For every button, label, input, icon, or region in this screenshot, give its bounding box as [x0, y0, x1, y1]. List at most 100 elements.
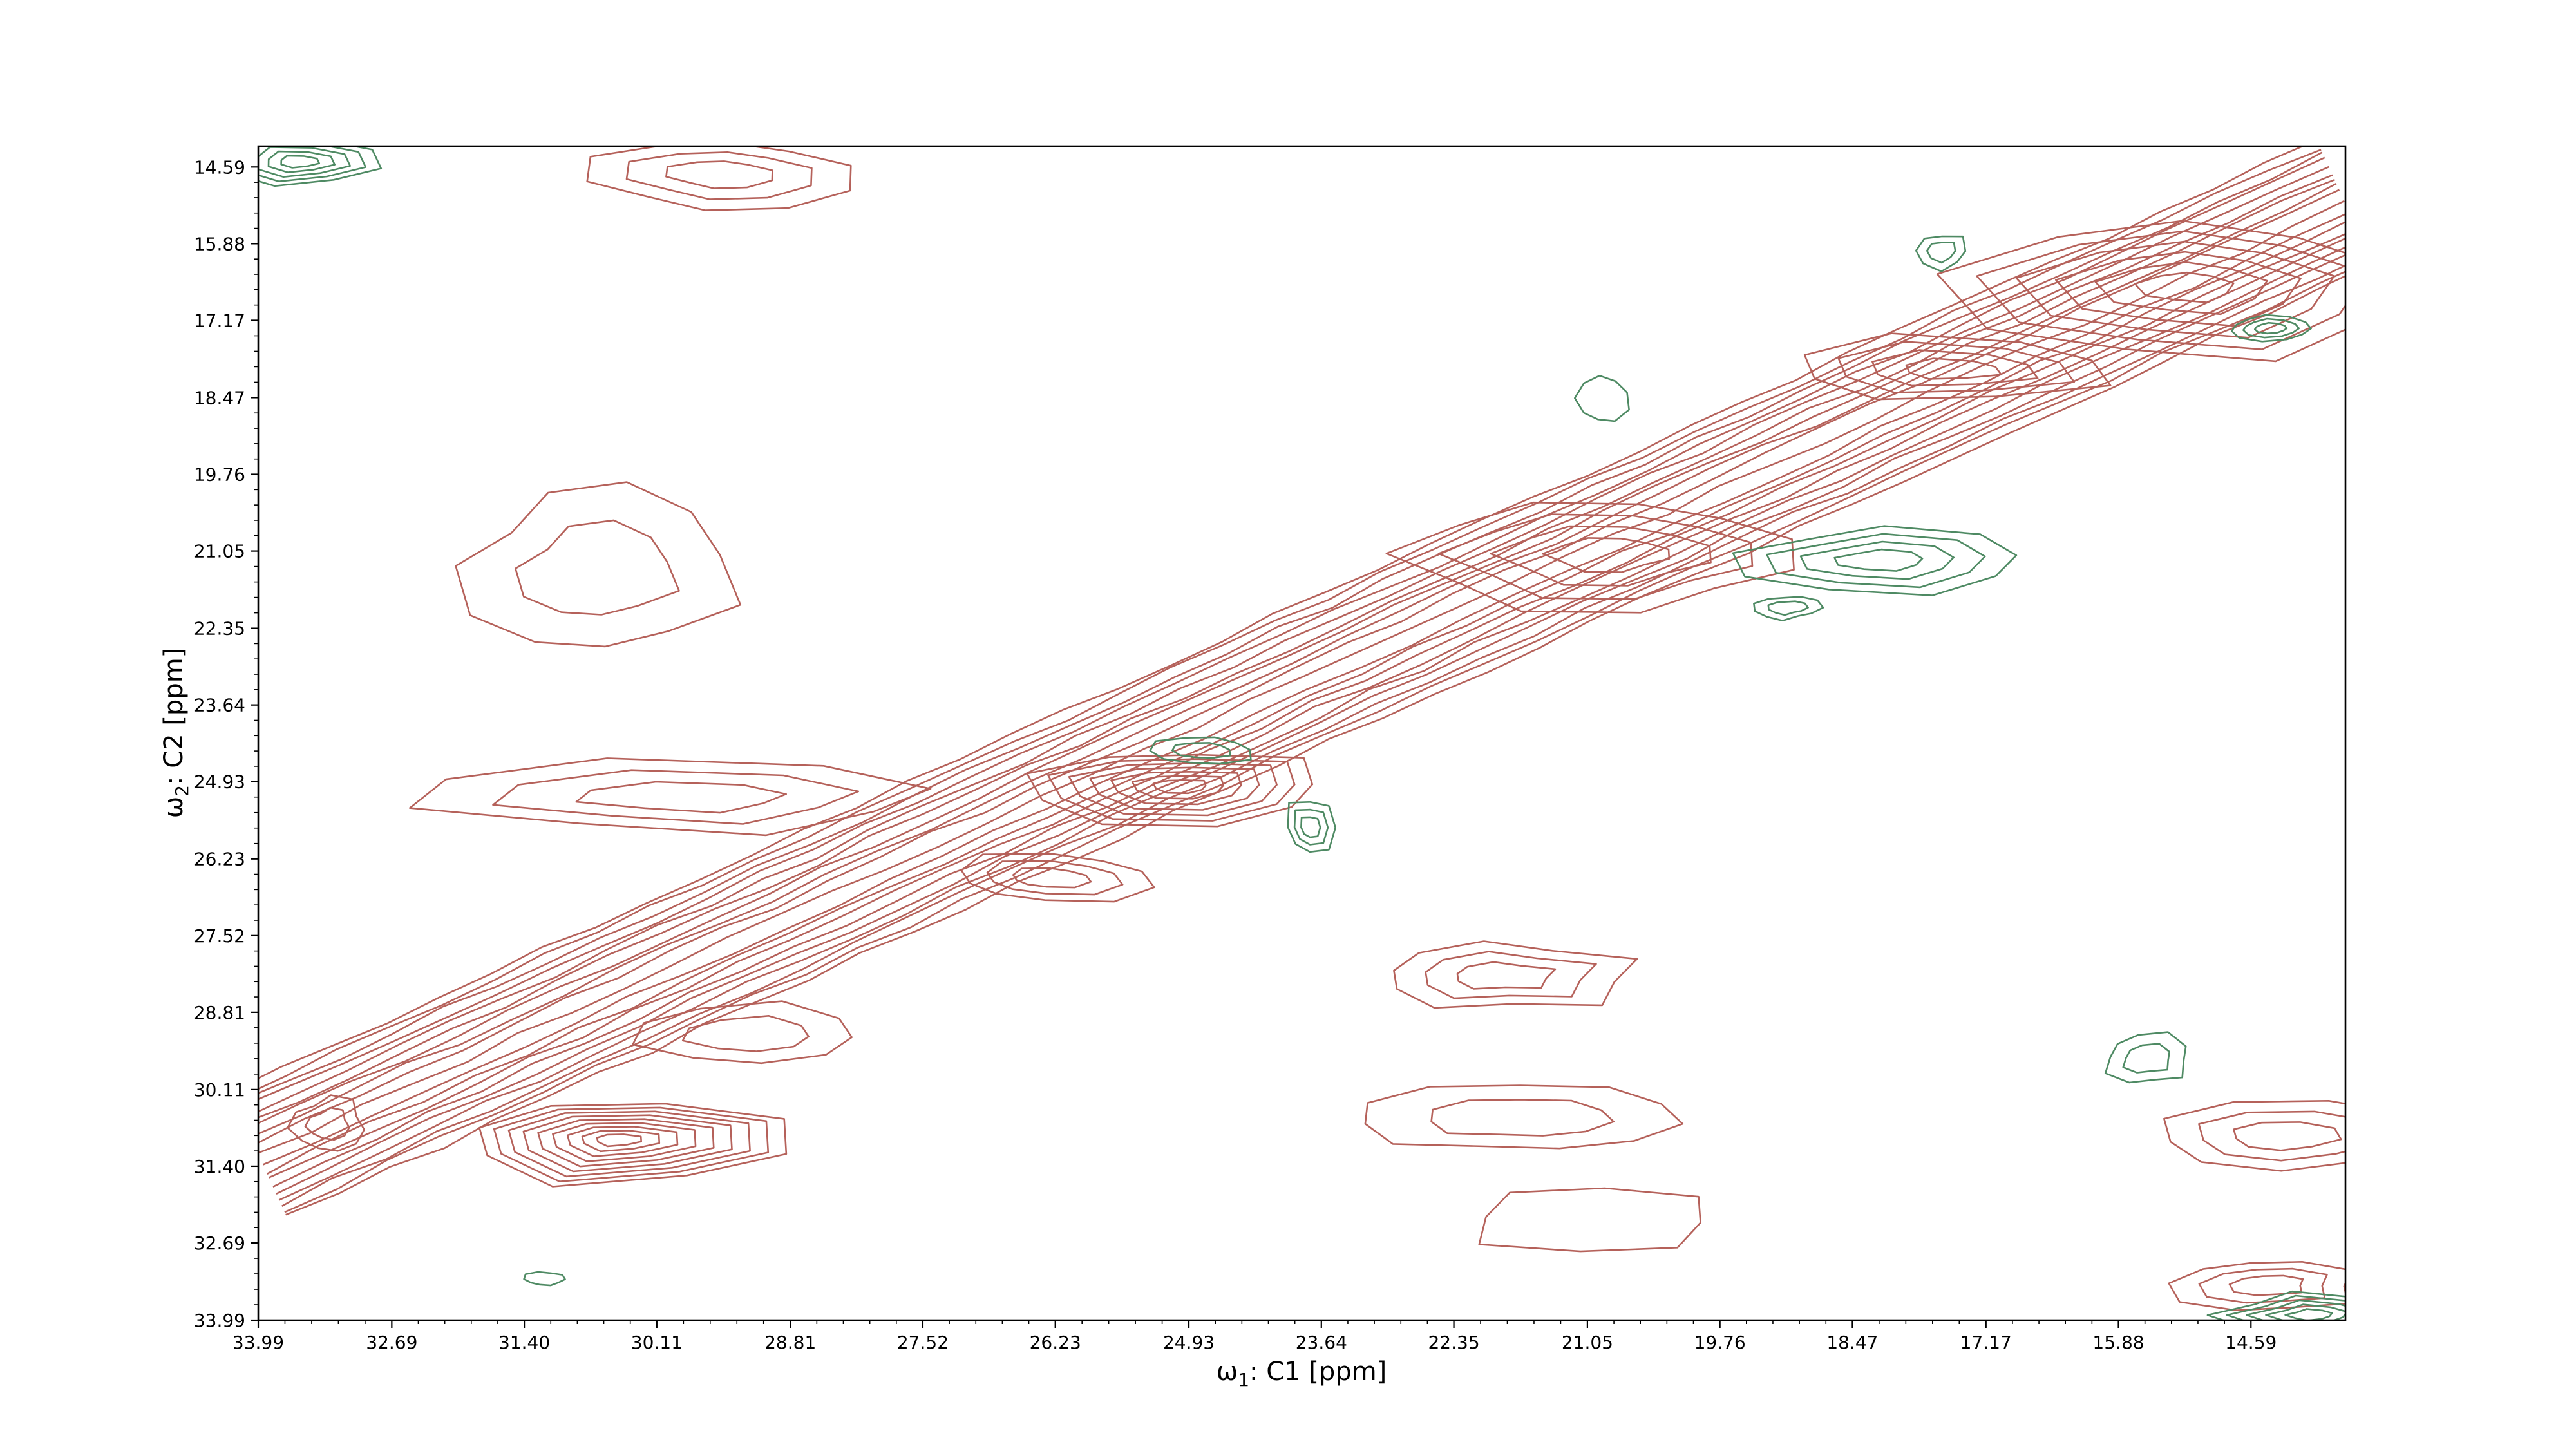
- diagonal-contour-line: [258, 189, 2340, 1144]
- negative-peak-contour: [258, 146, 383, 187]
- positive-peak-contour: [586, 146, 852, 211]
- negative-peak-contour: [1915, 235, 1967, 272]
- positive-peak-contour: [1068, 762, 1278, 817]
- positive-peak-contour: [665, 160, 773, 189]
- positive-peak-contour: [1803, 332, 2112, 401]
- positive-peak-contour: [1152, 779, 1207, 795]
- x-tick-label: 31.40: [498, 1332, 550, 1353]
- y-tick-label: 18.47: [194, 387, 245, 408]
- diagonal-contour-line: [276, 246, 2345, 1195]
- positive-peak-contour: [2233, 1121, 2342, 1151]
- positive-peak-contour: [625, 151, 813, 200]
- y-tick-label: 24.93: [194, 772, 245, 793]
- diagonal-contour-line: [258, 146, 2305, 1079]
- x-tick-label: 15.88: [2092, 1332, 2144, 1353]
- y-tick-label: 30.11: [194, 1079, 245, 1101]
- negative-peak-contour: [258, 146, 367, 182]
- negative-peak-contour: [1287, 801, 1336, 853]
- negative-peak-contour: [2122, 1043, 2170, 1074]
- x-tick-label: 27.52: [897, 1332, 949, 1353]
- positive-peak-contour: [1905, 357, 2002, 380]
- positive-peak-contour: [575, 781, 787, 814]
- negative-peak-contour: [2246, 1299, 2345, 1320]
- contour-layer: [258, 146, 2345, 1320]
- y-tick-label: 21.05: [194, 541, 245, 562]
- y-tick-label: 23.64: [194, 695, 245, 716]
- positive-peak-contour: [1385, 501, 1795, 614]
- x-tick-label: 18.47: [1826, 1332, 1878, 1353]
- negative-peak-contour: [1799, 540, 1955, 580]
- negative-peak-contour: [523, 1271, 566, 1287]
- positive-peak-contour: [2134, 271, 2235, 303]
- negative-peak-contour: [1753, 596, 1824, 621]
- negative-peak-contour: [258, 146, 351, 178]
- diagonal-contour-line: [258, 174, 2333, 1119]
- positive-peak-contour: [552, 1122, 697, 1162]
- positive-peak-contour: [1131, 775, 1225, 800]
- negative-peak-contour: [1149, 736, 1252, 765]
- x-tick-label: 33.99: [232, 1332, 284, 1353]
- y-tick-label: 15.88: [194, 233, 245, 254]
- positive-peak-contour: [304, 1106, 350, 1141]
- y-tick-label: 22.35: [194, 618, 245, 639]
- positive-peak-contour: [986, 860, 1124, 896]
- negative-peak-contour: [2242, 317, 2300, 339]
- negative-peak-contour: [2226, 1294, 2345, 1320]
- y-tick-label: 31.40: [194, 1156, 245, 1177]
- positive-peak-contour: [2228, 1274, 2304, 1296]
- x-tick-label: 22.35: [1428, 1332, 1479, 1353]
- negative-peak-contour: [1574, 375, 1630, 422]
- negative-peak-contour: [1171, 742, 1231, 759]
- x-tick-label: 19.76: [1694, 1332, 1746, 1353]
- positive-peak-contour: [1026, 753, 1314, 828]
- positive-peak-contour: [1437, 513, 1754, 600]
- x-axis-label: ω1: C1 [ppm]: [1217, 1357, 1387, 1390]
- positive-peak-contour: [1425, 951, 1597, 999]
- diagonal-contour-line: [258, 151, 2323, 1094]
- y-tick-label: 14.59: [194, 156, 245, 178]
- positive-peak-contour: [537, 1118, 715, 1168]
- y-tick-label: 33.99: [194, 1310, 245, 1331]
- positive-peak-contour: [1542, 537, 1671, 573]
- y-axis: 14.59 15.88 17.17 18.47 19.76 21.05 22.35 23.64…: [194, 156, 258, 1331]
- diagonal-contour-line: [285, 275, 2345, 1216]
- x-tick-label: 30.11: [631, 1332, 683, 1353]
- negative-peak-contour: [267, 150, 336, 173]
- negative-peak-contour: [1732, 525, 2018, 596]
- negative-peak-contour: [1300, 816, 1321, 838]
- positive-peak-contour: [2015, 240, 2335, 339]
- negative-peak-contour: [1766, 533, 1986, 589]
- positive-peak-contour: [287, 1094, 365, 1152]
- diagonal-contour-line: [258, 149, 2322, 1090]
- diagonal-contour-line: [258, 178, 2335, 1124]
- positive-peak-contour: [1430, 1099, 1615, 1137]
- positive-peak-contour: [1364, 1084, 1684, 1150]
- positive-peak-contour: [1478, 1187, 1701, 1253]
- y-tick-label: 19.76: [194, 464, 245, 486]
- diagonal-contour-line: [284, 270, 2345, 1213]
- y-tick-label: 32.69: [194, 1233, 245, 1254]
- negative-peak-contour: [1926, 242, 1956, 264]
- y-axis-label: ω2: C2 [ppm]: [159, 648, 193, 819]
- x-tick-label: 17.17: [1960, 1332, 2012, 1353]
- positive-peak-contour: [1456, 961, 1557, 990]
- positive-peak-contour: [960, 853, 1155, 903]
- positive-peak-contour: [566, 1126, 679, 1157]
- positive-peak-contour: [1393, 940, 1638, 1009]
- diagonal-contour-line: [281, 264, 2345, 1208]
- positive-peak-contour: [2198, 1110, 2345, 1162]
- diagonal-contour-line: [258, 166, 2329, 1113]
- diagonal-contour-line: [262, 213, 2345, 1166]
- positive-peak-contour: [2055, 251, 2302, 327]
- x-tick-label: 28.81: [764, 1332, 816, 1353]
- positive-peak-contour: [2198, 1267, 2328, 1304]
- positive-peak-contour: [1012, 867, 1092, 889]
- positive-peak-contour: [1871, 349, 2039, 387]
- positive-peak-contour: [1936, 220, 2345, 363]
- positive-peak-contour: [2163, 1100, 2345, 1172]
- x-tick-label: 14.59: [2225, 1332, 2277, 1353]
- positive-peak-contour: [1047, 758, 1296, 822]
- positive-peak-contour: [632, 1000, 853, 1065]
- positive-peak-contour: [681, 1015, 810, 1052]
